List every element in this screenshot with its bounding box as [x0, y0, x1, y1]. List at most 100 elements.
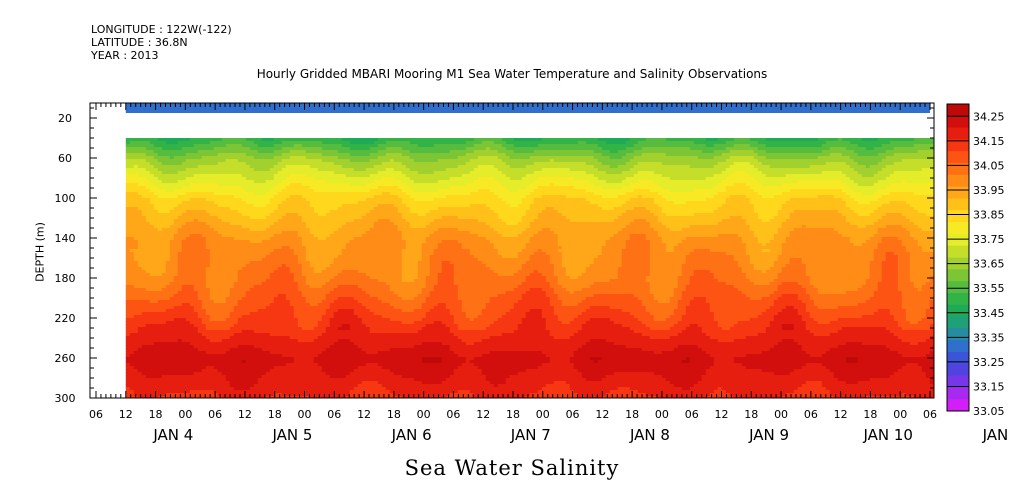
heatmap-cell: [285, 261, 291, 265]
heatmap-cell: [277, 225, 283, 229]
heatmap-cell: [245, 294, 251, 298]
heatmap-cell: [197, 381, 203, 385]
heatmap-cell: [261, 357, 267, 361]
heatmap-cell: [297, 240, 303, 244]
heatmap-cell: [217, 204, 223, 208]
heatmap-cell: [217, 327, 223, 331]
heatmap-cell: [169, 267, 175, 271]
heatmap-cell: [233, 345, 239, 349]
heatmap-cell: [273, 255, 279, 259]
heatmap-cell: [333, 264, 339, 268]
heatmap-cell: [149, 270, 155, 274]
heatmap-cell: [237, 222, 243, 226]
heatmap-cell: [161, 297, 167, 301]
heatmap-cell: [145, 180, 151, 184]
heatmap-cell: [329, 327, 335, 331]
heatmap-cell: [329, 312, 335, 316]
heatmap-cell: [265, 303, 271, 307]
heatmap-cell: [285, 270, 291, 274]
heatmap-cell: [305, 336, 311, 340]
heatmap-cell: [233, 276, 239, 280]
heatmap-cell: [177, 234, 183, 238]
heatmap-cell: [257, 216, 263, 220]
heatmap-cell: [153, 153, 159, 157]
heatmap-cell: [273, 309, 279, 313]
heatmap-cell: [261, 345, 267, 349]
heatmap-cell: [253, 336, 259, 340]
heatmap-cell: [185, 321, 191, 325]
heatmap-cell: [293, 294, 299, 298]
heatmap-cell: [317, 168, 323, 172]
heatmap-cell: [213, 213, 219, 217]
heatmap-cell: [237, 138, 243, 142]
heatmap-cell: [201, 201, 207, 205]
heatmap-cell: [125, 300, 131, 304]
heatmap-cell: [313, 354, 319, 358]
heatmap-cell: [277, 294, 283, 298]
heatmap-cell: [277, 309, 283, 313]
heatmap-cell: [309, 306, 315, 310]
heatmap-cell: [225, 144, 231, 148]
heatmap-cell: [329, 315, 335, 319]
heatmap-cell: [157, 273, 163, 277]
heatmap-cell: [189, 249, 195, 253]
heatmap-cell: [309, 366, 315, 370]
heatmap-cell: [225, 180, 231, 184]
heatmap-cell: [281, 267, 287, 271]
heatmap-cell: [125, 210, 131, 214]
heatmap-cell: [165, 333, 171, 337]
heatmap-cell: [233, 138, 239, 142]
heatmap-cell: [221, 294, 227, 298]
heatmap-cell: [261, 141, 267, 145]
heatmap-cell: [313, 261, 319, 265]
heatmap-cell: [237, 321, 243, 325]
heatmap-cell: [209, 267, 215, 271]
heatmap-cell: [185, 165, 191, 169]
heatmap-cell: [157, 384, 163, 388]
heatmap-cell: [293, 216, 299, 220]
heatmap-cell: [145, 156, 151, 160]
heatmap-cell: [193, 213, 199, 217]
heatmap-cell: [189, 306, 195, 310]
heatmap-cell: [281, 207, 287, 211]
heatmap-cell: [153, 327, 159, 331]
heatmap-cell: [177, 246, 183, 250]
heatmap-cell: [313, 177, 319, 181]
heatmap-cell: [253, 183, 259, 187]
heatmap-cell: [237, 324, 243, 328]
heatmap-cell: [237, 201, 243, 205]
heatmap-cell: [253, 240, 259, 244]
heatmap-cell: [225, 252, 231, 256]
heatmap-cell: [325, 156, 331, 160]
heatmap-cell: [189, 300, 195, 304]
heatmap-cell: [289, 354, 295, 358]
heatmap-cell: [253, 357, 259, 361]
heatmap-cell: [205, 324, 211, 328]
heatmap-cell: [193, 162, 199, 166]
heatmap-cell: [249, 354, 255, 358]
heatmap-cell: [161, 243, 167, 247]
heatmap-cell: [193, 324, 199, 328]
heatmap-cell: [297, 390, 303, 394]
heatmap-cell: [233, 150, 239, 154]
heatmap-cell: [161, 384, 167, 388]
heatmap-cell: [317, 372, 323, 376]
heatmap-cell: [157, 267, 163, 271]
heatmap-cell: [169, 294, 175, 298]
heatmap-cell: [201, 156, 207, 160]
heatmap-cell: [309, 303, 315, 307]
heatmap-cell: [173, 252, 179, 256]
heatmap-cell: [249, 177, 255, 181]
heatmap-cell: [217, 339, 223, 343]
heatmap-cell: [189, 387, 195, 391]
heatmap-cell: [181, 285, 187, 289]
heatmap-cell: [229, 231, 235, 235]
heatmap-cell: [161, 207, 167, 211]
heatmap-cell: [321, 147, 327, 151]
heatmap-cell: [253, 213, 259, 217]
heatmap-cell: [217, 279, 223, 283]
heatmap-cell: [145, 192, 151, 196]
heatmap-cell: [293, 330, 299, 334]
heatmap-cell: [209, 309, 215, 313]
heatmap-cell: [213, 138, 219, 142]
